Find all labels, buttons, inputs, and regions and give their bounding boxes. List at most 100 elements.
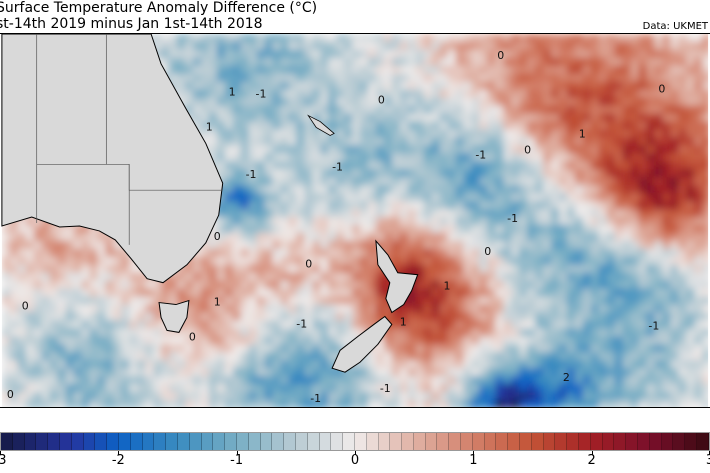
anomaly-cell — [328, 153, 338, 163]
anomaly-cell — [566, 41, 576, 51]
anomaly-cell — [41, 328, 51, 338]
anomaly-cell — [344, 272, 354, 282]
anomaly-cell — [1, 232, 11, 242]
anomaly-cell — [646, 272, 656, 282]
anomaly-cell — [662, 137, 672, 147]
anomaly-cell — [662, 81, 672, 91]
anomaly-cell — [606, 105, 616, 115]
anomaly-cell — [527, 312, 537, 322]
anomaly-cell — [558, 185, 568, 195]
anomaly-cell — [702, 224, 709, 234]
anomaly-cell — [49, 224, 59, 234]
anomaly-cell — [121, 352, 131, 362]
anomaly-cell — [519, 368, 529, 378]
anomaly-cell — [646, 224, 656, 234]
anomaly-cell — [280, 97, 290, 107]
anomaly-cell — [590, 73, 600, 83]
anomaly-cell — [646, 201, 656, 211]
anomaly-cell — [359, 65, 369, 75]
anomaly-cell — [399, 232, 409, 242]
anomaly-cell — [105, 256, 115, 266]
anomaly-cell — [232, 368, 242, 378]
anomaly-cell — [113, 240, 123, 250]
anomaly-cell — [328, 360, 338, 370]
anomaly-cell — [590, 209, 600, 219]
anomaly-cell — [145, 400, 155, 407]
anomaly-cell — [463, 129, 473, 139]
anomaly-cell — [49, 280, 59, 290]
anomaly-cell — [542, 105, 552, 115]
anomaly-cell — [399, 193, 409, 203]
anomaly-cell — [614, 296, 624, 306]
anomaly-cell — [224, 161, 234, 171]
anomaly-cell — [200, 320, 210, 330]
anomaly-cell — [383, 344, 393, 354]
anomaly-cell — [399, 34, 409, 43]
anomaly-cell — [352, 304, 361, 314]
anomaly-cell — [455, 57, 465, 67]
anomaly-cell — [192, 376, 202, 386]
anomaly-cell — [471, 328, 481, 338]
anomaly-cell — [439, 312, 449, 322]
anomaly-cell — [686, 113, 696, 123]
anomaly-cell — [248, 232, 258, 242]
anomaly-cell — [495, 34, 505, 43]
anomaly-cell — [256, 169, 266, 179]
anomaly-cell — [630, 217, 640, 226]
anomaly-cell — [503, 392, 513, 402]
anomaly-cell — [598, 65, 608, 75]
anomaly-cell — [312, 272, 322, 282]
anomaly-cell — [57, 240, 67, 250]
anomaly-cell — [670, 129, 680, 139]
anomaly-cell — [542, 240, 552, 250]
anomaly-cell — [638, 264, 648, 274]
anomaly-cell — [654, 89, 664, 99]
anomaly-cell — [495, 81, 505, 91]
anomaly-cell — [89, 240, 99, 250]
anomaly-cell — [606, 89, 616, 99]
anomaly-cell — [272, 344, 282, 354]
anomaly-cell — [662, 296, 672, 306]
anomaly-cell — [184, 81, 194, 91]
anomaly-cell — [41, 400, 51, 407]
anomaly-cell — [463, 113, 473, 123]
anomaly-cell — [622, 352, 632, 362]
anomaly-cell — [566, 320, 576, 330]
anomaly-cell — [519, 376, 529, 386]
anomaly-cell — [359, 376, 369, 386]
anomaly-cell — [447, 177, 457, 187]
anomaly-cell — [590, 232, 600, 242]
anomaly-cell — [168, 336, 178, 346]
anomaly-cell — [328, 288, 338, 298]
anomaly-cell — [320, 232, 330, 242]
anomaly-cell — [590, 360, 600, 370]
anomaly-cell — [542, 201, 552, 211]
anomaly-cell — [328, 137, 338, 147]
anomaly-cell — [670, 376, 680, 386]
anomaly-cell — [527, 328, 537, 338]
anomaly-cell — [550, 217, 560, 226]
anomaly-cell — [542, 336, 552, 346]
anomaly-cell — [280, 201, 290, 211]
anomaly-cell — [431, 57, 441, 67]
anomaly-cell — [344, 336, 354, 346]
anomaly-cell — [622, 288, 632, 298]
anomaly-cell — [678, 352, 688, 362]
anomaly-cell — [527, 272, 537, 282]
anomaly-cell — [168, 272, 178, 282]
anomaly-cell — [646, 161, 656, 171]
colorbar — [0, 432, 710, 451]
anomaly-cell — [312, 34, 322, 43]
anomaly-cell — [81, 352, 91, 362]
anomaly-cell — [344, 328, 354, 338]
colorbar-segment — [343, 433, 355, 450]
anomaly-cell — [208, 57, 218, 67]
anomaly-cell — [359, 256, 369, 266]
anomaly-cell — [574, 368, 584, 378]
anomaly-cell — [391, 256, 401, 266]
anomaly-cell — [129, 376, 139, 386]
anomaly-cell — [9, 360, 19, 370]
anomaly-cell — [399, 392, 409, 402]
anomaly-cell — [686, 272, 696, 282]
anomaly-cell — [431, 240, 441, 250]
